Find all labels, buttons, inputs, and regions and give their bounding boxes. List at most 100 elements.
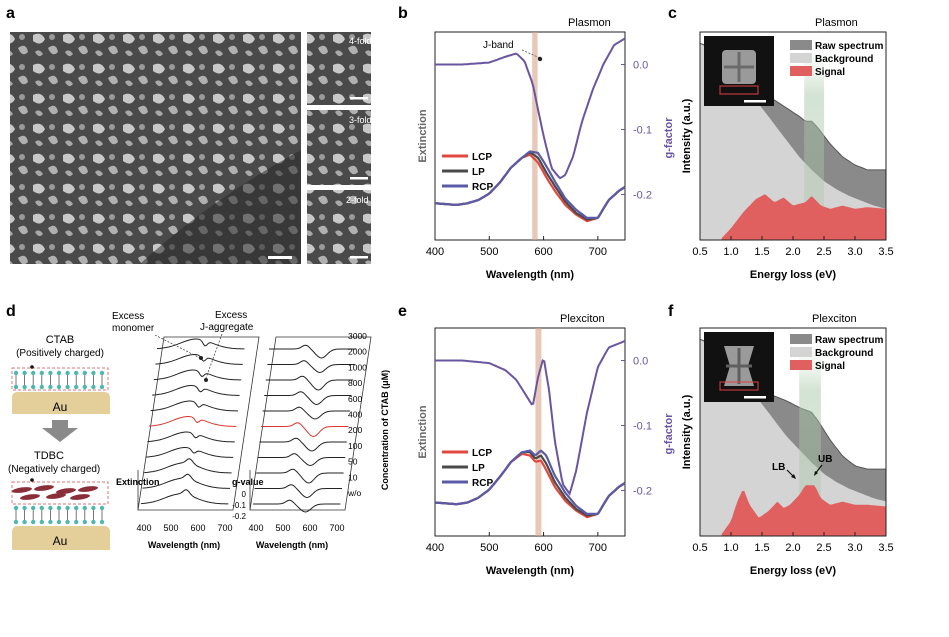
g-tick-label: -0.2 bbox=[633, 190, 652, 202]
ctab-head bbox=[65, 505, 70, 511]
waterfall-x-tick-label: 700 bbox=[329, 523, 344, 533]
x-tick-label: 2.0 bbox=[785, 246, 800, 258]
legend-e-label-rcp: RCP bbox=[472, 478, 493, 489]
au-substrate-bottom bbox=[12, 526, 110, 550]
waterfall-trace bbox=[153, 369, 242, 381]
ctab-head bbox=[65, 370, 70, 376]
waterfall-trace bbox=[264, 391, 352, 406]
ctab-head bbox=[91, 505, 96, 511]
concentration-label: 10 bbox=[348, 472, 358, 482]
tdbc-aggregate bbox=[12, 487, 32, 493]
tem-roi-box bbox=[719, 85, 759, 95]
waterfall-trace bbox=[265, 375, 354, 391]
x-tick-label: 2.5 bbox=[816, 246, 831, 258]
tdbc-marker bbox=[30, 478, 34, 482]
excess-monomer-line2: monomer bbox=[112, 323, 155, 334]
x-tick-label: 2.5 bbox=[816, 542, 831, 554]
concentration-label: 1000 bbox=[348, 362, 367, 372]
panel-f-title: Plexciton bbox=[812, 313, 857, 325]
j-band-highlight bbox=[532, 32, 538, 240]
panel-e-gticks: 0.0 -0.1 -0.2 bbox=[621, 356, 652, 498]
waterfall1-xlabel: Wavelength (nm) bbox=[148, 540, 220, 550]
x-tick-label: 500 bbox=[480, 542, 498, 554]
excess-jagg-line1: Excess bbox=[215, 310, 247, 321]
au-label-top: Au bbox=[53, 400, 68, 414]
ctab-head bbox=[31, 370, 36, 376]
ctab-head bbox=[91, 384, 96, 390]
ctab-marker bbox=[30, 365, 34, 369]
panel-b-axes bbox=[434, 31, 626, 241]
ctab-head bbox=[48, 384, 53, 390]
scale-bar-4fold bbox=[350, 97, 368, 100]
inset-label-4fold: 4-fold bbox=[349, 36, 372, 46]
x-tick-label: 3.0 bbox=[847, 542, 862, 554]
concentration-label: 2000 bbox=[348, 347, 367, 357]
panel-c-xticks: 0.5 1.0 1.5 2.0 2.5 3.0 3.5 bbox=[692, 236, 894, 258]
panel-f-xlabel: Energy loss (eV) bbox=[750, 565, 837, 577]
waterfall-trace bbox=[254, 484, 342, 499]
panel-e-title: Plexciton bbox=[560, 313, 605, 325]
lb-arrowhead bbox=[791, 474, 796, 479]
ctab-head bbox=[48, 370, 53, 376]
tem-scale-bar-f bbox=[744, 396, 766, 399]
ctab-head bbox=[91, 370, 96, 376]
au-substrate-top bbox=[12, 392, 110, 414]
ctab-head bbox=[99, 384, 105, 390]
panel-f: f Plexciton Raw spectrum Background Sign… bbox=[668, 303, 894, 577]
x-tick-label: 3.5 bbox=[878, 246, 893, 258]
panel-e-xticks: 400 500 600 700 bbox=[426, 532, 607, 554]
ctab-head bbox=[56, 384, 62, 390]
panel-b: b Plasmon J-band 400 500 600 700 0.0 -0.1 -0.… bbox=[398, 5, 675, 281]
x-tick-label: 700 bbox=[589, 246, 607, 258]
tdbc-aggregate bbox=[34, 485, 54, 491]
ctab-head bbox=[82, 519, 88, 525]
panel-b-xticks: 400 500 600 700 bbox=[426, 236, 607, 258]
ctab-head bbox=[65, 519, 70, 525]
gvalue-tick-label: 0 bbox=[242, 490, 247, 499]
waterfall-trace bbox=[155, 354, 243, 365]
g-tick-label: 0.0 bbox=[633, 356, 648, 368]
g-tick-label: -0.2 bbox=[633, 486, 652, 498]
concentration-label: 200 bbox=[348, 425, 362, 435]
ctab-head bbox=[31, 384, 36, 390]
g-tick-label: -0.1 bbox=[633, 125, 652, 137]
tem-particle-arms bbox=[724, 52, 754, 82]
series-rcp bbox=[434, 449, 626, 515]
concentration-label: 400 bbox=[348, 410, 362, 420]
ctab-head bbox=[82, 384, 88, 390]
legend-f-label-signal: Signal bbox=[815, 361, 845, 372]
legend-swatch-raw bbox=[790, 40, 812, 50]
legend-label-signal: Signal bbox=[815, 67, 845, 78]
area-signal bbox=[721, 194, 886, 240]
panel-a: a 4-fold 3-fold 2-fold bbox=[6, 5, 372, 264]
legend-f-swatch-signal bbox=[790, 360, 812, 370]
ctab-head bbox=[65, 384, 70, 390]
ctab-molecules-lower bbox=[13, 505, 105, 525]
panel-e-ylabel-right: g-factor bbox=[663, 413, 675, 455]
waterfall-trace bbox=[142, 473, 230, 489]
tdbc-aggregate bbox=[46, 493, 66, 499]
ctab-head bbox=[56, 505, 62, 511]
legend-e-label-lcp: LCP bbox=[472, 448, 492, 459]
ctab-head bbox=[74, 370, 79, 376]
ctab-head bbox=[39, 370, 44, 376]
x-tick-label: 1.0 bbox=[723, 246, 738, 258]
energy-band-highlight bbox=[799, 328, 821, 536]
waterfall-x-tick-label: 500 bbox=[163, 523, 178, 533]
tem-particle-arms-f bbox=[726, 348, 752, 384]
waterfall-trace bbox=[259, 437, 347, 452]
extinction-axis-label: Extinction bbox=[116, 477, 160, 487]
waterfall-trace bbox=[150, 400, 238, 412]
concentration-label: 50 bbox=[348, 457, 358, 467]
ctab-head bbox=[13, 519, 19, 525]
x-tick-label: 700 bbox=[589, 542, 607, 554]
panel-e: e Plexciton 400 500 600 700 0.0 -0.1 -0.2 Wav… bbox=[398, 303, 675, 577]
legend-swatch-signal bbox=[790, 66, 812, 76]
concentration-label: 800 bbox=[348, 378, 362, 388]
series-lcp bbox=[434, 452, 626, 519]
waterfall-x-tick-label: 600 bbox=[302, 523, 317, 533]
tem-scale-bar bbox=[744, 100, 766, 103]
ctab-head bbox=[22, 505, 27, 511]
legend-swatch-background bbox=[790, 53, 812, 63]
